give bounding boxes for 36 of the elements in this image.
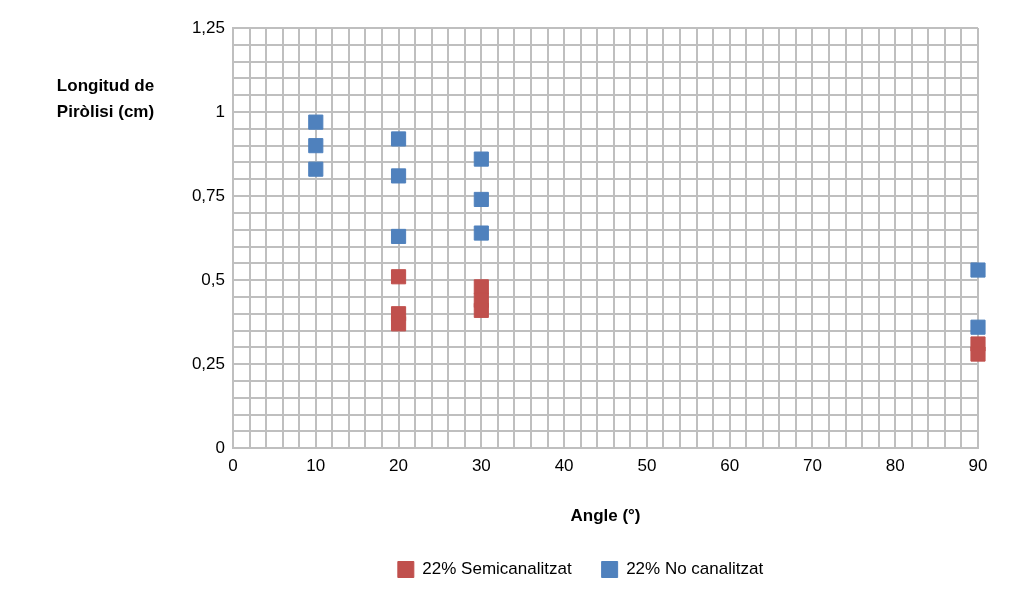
point <box>390 168 407 184</box>
y-tick-label: 0,5 <box>201 269 225 289</box>
x-tick-label: 50 <box>637 456 657 476</box>
x-tick-label: 70 <box>802 456 822 476</box>
y-tick-label: 0,75 <box>191 185 225 205</box>
point <box>473 191 489 208</box>
legend-label: 22% Semicanalitzat <box>422 559 572 579</box>
point <box>970 262 986 278</box>
point <box>473 151 489 167</box>
y-tick-label: 0 <box>215 437 225 457</box>
x-tick-label: 20 <box>389 456 409 476</box>
point <box>390 131 407 147</box>
point <box>308 114 324 130</box>
point <box>473 225 489 241</box>
x-tick-label: 60 <box>720 456 740 476</box>
x-tick-label: 90 <box>968 456 988 476</box>
x-tick-label: 80 <box>885 456 905 476</box>
point <box>390 269 407 285</box>
x-tick-label: 40 <box>554 456 574 476</box>
y-tick-label: 0,25 <box>191 353 225 373</box>
point <box>390 228 407 244</box>
point <box>308 138 324 154</box>
x-tick-label: 0 <box>228 456 238 476</box>
y-tick-label: 1,25 <box>191 17 225 37</box>
x-axis-title: Angle (°) <box>570 506 641 526</box>
point <box>308 161 324 177</box>
point <box>970 319 986 335</box>
y-tick-label: 1 <box>215 101 225 121</box>
x-tick-label: 10 <box>306 456 326 476</box>
point <box>390 316 407 332</box>
point <box>473 302 489 318</box>
x-tick-label: 30 <box>471 456 491 476</box>
y-axis-title: Longitud de Piròlisi (cm) <box>55 75 156 123</box>
point <box>970 346 986 362</box>
point <box>473 279 489 295</box>
legend-label: 22% No canalitzat <box>626 559 764 579</box>
